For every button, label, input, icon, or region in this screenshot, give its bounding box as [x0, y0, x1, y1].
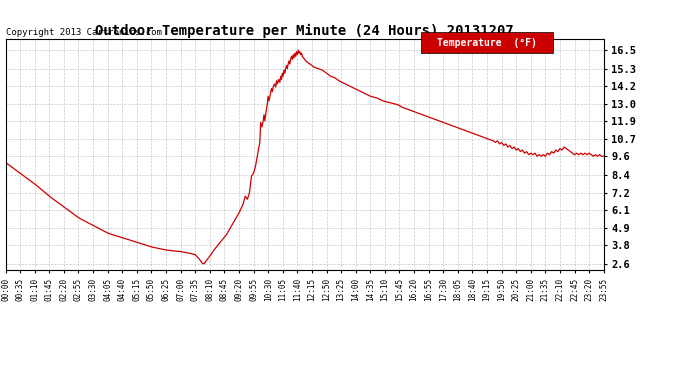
Text: Copyright 2013 Cartronics.com: Copyright 2013 Cartronics.com	[6, 28, 161, 37]
FancyBboxPatch shape	[422, 33, 553, 53]
Title: Outdoor Temperature per Minute (24 Hours) 20131207: Outdoor Temperature per Minute (24 Hours…	[95, 24, 514, 38]
Text: Temperature  (°F): Temperature (°F)	[437, 38, 537, 48]
